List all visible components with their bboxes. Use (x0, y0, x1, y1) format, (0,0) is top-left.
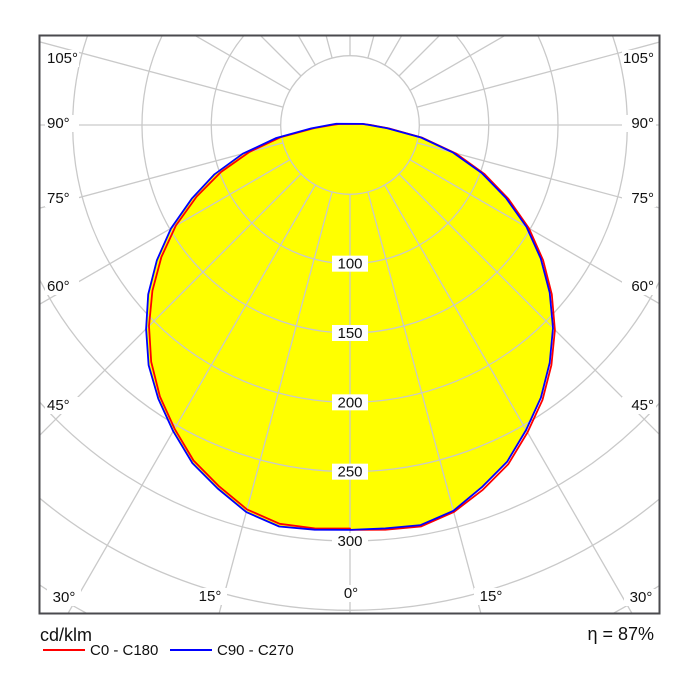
radial-tick-bg (332, 324, 368, 341)
angle-tick-label: 75° (631, 190, 654, 207)
radial-tick-bg (332, 463, 368, 480)
c-plane-curves-layer (145, 122, 556, 531)
angle-tick-bg (622, 50, 656, 67)
grid-radial-line (409, 159, 659, 304)
curve-c90-c270 (145, 122, 554, 531)
angle-tick-label: 45° (631, 397, 654, 414)
angle-tick-bg (622, 278, 656, 295)
angle-tick-bg (624, 589, 658, 606)
grid-radial-line (367, 191, 482, 613)
angle-tick-label: 105° (623, 50, 654, 67)
grid-radial-line (398, 173, 659, 435)
angle-tick-label: 0° (344, 585, 358, 602)
radial-tick-bg (332, 532, 368, 549)
grid-radial-line (409, 36, 505, 91)
angle-tick-label: 15° (480, 588, 503, 605)
unit-label: cd/klm (40, 625, 92, 645)
radial-tick-bg (332, 394, 368, 411)
radial-tick-label: 300 (337, 533, 362, 550)
angle-tick-bg (474, 588, 508, 605)
angle-tick-bg (45, 115, 79, 132)
angle-tick-bg (622, 397, 656, 414)
grid-radial-line (40, 159, 291, 305)
grid-radial-line (40, 41, 284, 108)
radial-tick-label: 100 (337, 256, 362, 273)
radial-tick-bg (332, 255, 368, 272)
angle-tick-bg (45, 278, 79, 295)
angle-tick-label: 90° (47, 115, 70, 132)
radial-tick-label: 250 (337, 464, 362, 481)
angle-tick-label: 30° (53, 589, 76, 606)
grid-radial-line (416, 41, 659, 108)
efficiency-label: η = 87% (587, 624, 654, 644)
grid-radial-line (325, 36, 333, 59)
legend-label-c90-c270: C90 - C270 (217, 642, 294, 659)
angle-tick-bg (45, 190, 79, 207)
radial-tick-labels-layer: 100 150 200 250 300 (332, 256, 368, 550)
angle-tick-bg (334, 585, 368, 602)
angle-tick-label: 90° (631, 115, 654, 132)
angle-tick-labels-layer: 105° 90° 75° 60° 45° 30° 15° 0° 15° 30° 45° 60° 75° 9… (45, 50, 658, 606)
grid-radial-line (195, 36, 291, 91)
angle-tick-bg (622, 190, 656, 207)
grid-radial-line (40, 142, 284, 209)
grid-radial-line (218, 191, 333, 613)
grid-radial-line (367, 36, 375, 59)
grid-radial-line (67, 184, 316, 613)
angle-tick-bg (45, 50, 79, 67)
angle-tick-label: 15° (199, 588, 222, 605)
radial-tick-label: 200 (337, 394, 362, 411)
radial-tick-label: 150 (337, 325, 362, 342)
grid-radial-line (40, 173, 302, 436)
angle-tick-label: 60° (631, 278, 654, 295)
plot-border (38, 34, 661, 615)
angle-tick-bg (622, 115, 656, 132)
angle-tick-label: 75° (47, 190, 70, 207)
grid-radial-line (416, 142, 659, 209)
angle-tick-bg (47, 589, 81, 606)
angle-tick-bg (45, 397, 79, 414)
legend-label-c0-c180: C0 - C180 (90, 642, 158, 659)
angle-tick-label: 60° (47, 278, 70, 295)
grid-radial-line (384, 184, 633, 613)
angle-tick-label: 45° (47, 397, 70, 414)
angle-tick-label: 105° (47, 50, 78, 67)
angle-tick-label: 30° (630, 589, 653, 606)
angle-tick-bg (193, 588, 227, 605)
